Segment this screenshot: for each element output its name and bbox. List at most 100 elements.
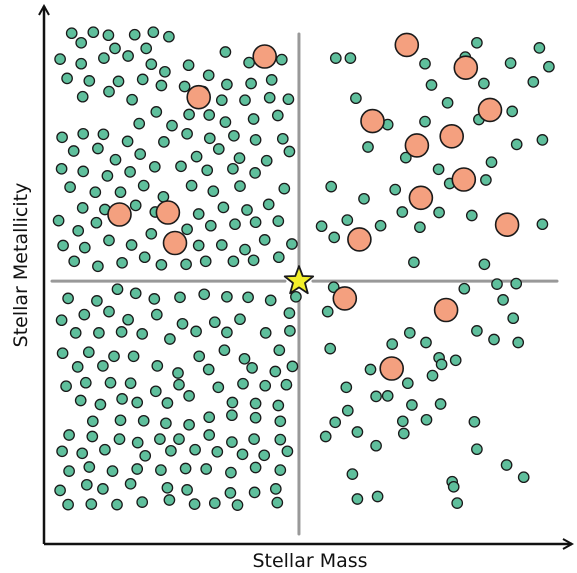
small-point bbox=[87, 26, 100, 39]
small-point bbox=[249, 411, 262, 424]
large-point bbox=[394, 32, 420, 58]
small-point bbox=[180, 258, 192, 271]
small-point bbox=[127, 350, 140, 363]
small-point bbox=[485, 156, 498, 169]
small-point bbox=[164, 333, 176, 345]
small-point bbox=[319, 430, 332, 443]
large-point bbox=[439, 124, 465, 149]
small-point bbox=[108, 350, 120, 363]
small-point bbox=[136, 496, 149, 508]
small-point bbox=[248, 486, 261, 499]
small-point bbox=[116, 393, 128, 405]
small-point bbox=[112, 75, 125, 88]
small-point bbox=[269, 365, 282, 378]
small-point bbox=[507, 312, 520, 325]
small-point bbox=[471, 443, 483, 456]
small-point bbox=[248, 433, 260, 445]
small-point bbox=[137, 179, 150, 192]
small-point bbox=[362, 141, 374, 153]
small-point bbox=[203, 132, 216, 145]
small-point bbox=[98, 52, 110, 64]
small-point bbox=[192, 239, 205, 252]
small-point bbox=[160, 417, 172, 430]
large-point bbox=[332, 286, 358, 311]
small-point bbox=[93, 327, 105, 339]
small-point bbox=[54, 53, 66, 65]
small-point bbox=[245, 77, 257, 90]
small-point bbox=[60, 380, 72, 393]
large-point bbox=[408, 185, 434, 211]
small-point bbox=[465, 209, 478, 222]
small-point bbox=[55, 162, 68, 175]
small-point bbox=[55, 314, 68, 327]
small-point bbox=[198, 288, 211, 301]
small-point bbox=[282, 93, 295, 106]
small-point bbox=[238, 352, 251, 365]
small-point bbox=[76, 202, 89, 214]
small-point bbox=[154, 433, 166, 445]
small-point bbox=[183, 418, 195, 431]
small-point bbox=[94, 398, 107, 411]
small-point bbox=[82, 346, 95, 359]
small-point bbox=[62, 292, 74, 305]
small-point bbox=[101, 170, 114, 182]
small-point bbox=[185, 179, 198, 192]
small-point bbox=[148, 293, 161, 305]
small-point bbox=[290, 290, 302, 303]
small-point bbox=[181, 127, 193, 140]
small-point bbox=[183, 390, 195, 402]
small-point bbox=[103, 234, 115, 247]
small-point bbox=[208, 316, 221, 329]
small-point bbox=[283, 307, 296, 319]
small-point bbox=[65, 27, 78, 40]
small-point bbox=[280, 378, 293, 391]
small-point bbox=[77, 165, 90, 178]
small-point bbox=[324, 342, 337, 355]
small-point bbox=[229, 218, 241, 231]
small-point bbox=[241, 204, 253, 216]
small-point bbox=[386, 338, 399, 350]
small-point bbox=[136, 328, 149, 340]
small-point bbox=[102, 29, 115, 42]
small-point bbox=[274, 415, 287, 428]
small-point bbox=[174, 291, 186, 304]
small-point bbox=[99, 443, 111, 456]
small-point bbox=[536, 218, 549, 231]
data-points bbox=[52, 26, 555, 511]
small-point bbox=[52, 214, 65, 227]
small-point bbox=[329, 416, 342, 429]
small-point bbox=[500, 459, 513, 471]
small-point bbox=[536, 134, 549, 146]
small-point bbox=[114, 186, 127, 199]
small-point bbox=[420, 336, 432, 349]
small-point bbox=[192, 208, 205, 220]
small-point bbox=[181, 484, 193, 496]
small-point bbox=[221, 326, 233, 339]
small-point bbox=[190, 150, 203, 163]
small-point bbox=[103, 85, 115, 98]
small-point bbox=[85, 498, 98, 510]
small-point bbox=[129, 199, 142, 212]
small-point bbox=[396, 206, 409, 218]
small-point bbox=[126, 93, 138, 106]
small-point bbox=[262, 198, 275, 211]
small-point bbox=[62, 498, 74, 511]
small-point bbox=[165, 444, 177, 457]
large-point bbox=[107, 202, 132, 227]
small-point bbox=[286, 238, 298, 250]
small-point bbox=[451, 497, 464, 509]
small-point bbox=[116, 256, 128, 269]
small-point bbox=[435, 358, 448, 371]
small-point bbox=[364, 363, 377, 376]
small-point bbox=[249, 461, 262, 474]
small-point bbox=[131, 463, 144, 475]
small-point bbox=[272, 399, 285, 412]
small-point bbox=[64, 181, 76, 193]
small-point bbox=[86, 430, 99, 443]
small-point bbox=[419, 57, 431, 70]
small-point bbox=[219, 46, 232, 58]
small-point bbox=[471, 325, 483, 337]
small-point bbox=[114, 414, 127, 427]
small-point bbox=[227, 255, 240, 268]
small-point bbox=[226, 436, 238, 448]
